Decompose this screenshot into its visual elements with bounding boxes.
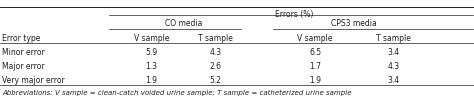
- Text: 1.9: 1.9: [146, 76, 158, 85]
- Text: CPS3 media: CPS3 media: [331, 19, 377, 28]
- Text: 3.4: 3.4: [387, 76, 400, 85]
- Text: 2.6: 2.6: [210, 62, 222, 71]
- Text: Very major error: Very major error: [2, 76, 65, 85]
- Text: 5.2: 5.2: [210, 76, 222, 85]
- Text: 1.7: 1.7: [309, 62, 321, 71]
- Text: T sample: T sample: [376, 34, 411, 43]
- Text: 3.4: 3.4: [387, 48, 400, 57]
- Text: V sample: V sample: [134, 34, 169, 43]
- Text: 5.9: 5.9: [146, 48, 158, 57]
- Text: 1.9: 1.9: [309, 76, 321, 85]
- Text: Abbreviations: V sample = clean-catch voided urine sample; T sample = catheteriz: Abbreviations: V sample = clean-catch vo…: [2, 90, 352, 96]
- Text: 4.3: 4.3: [210, 48, 222, 57]
- Text: T sample: T sample: [198, 34, 233, 43]
- Text: Errors (%): Errors (%): [275, 10, 313, 20]
- Text: Minor error: Minor error: [2, 48, 45, 57]
- Text: 4.3: 4.3: [387, 62, 400, 71]
- Text: V sample: V sample: [298, 34, 333, 43]
- Text: Major error: Major error: [2, 62, 45, 71]
- Text: CO media: CO media: [165, 19, 202, 28]
- Text: 1.3: 1.3: [146, 62, 158, 71]
- Text: 6.5: 6.5: [309, 48, 321, 57]
- Text: Error type: Error type: [2, 34, 41, 43]
